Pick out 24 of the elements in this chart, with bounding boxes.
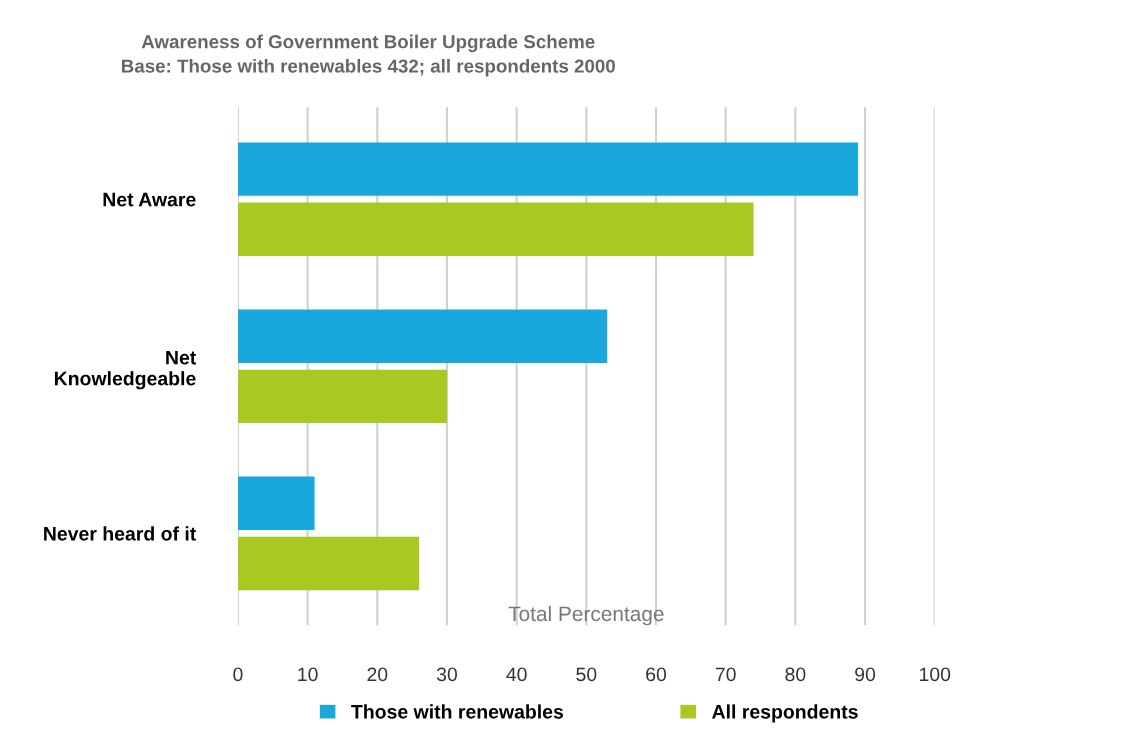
- x-tick-label: 60: [646, 667, 667, 682]
- x-tick-label: 50: [576, 667, 597, 682]
- chart-title: Awareness of Government Boiler Upgrade Scheme Base: Those with renewables 432; all respondents 2000: [122, 34, 615, 77]
- x-tick-label: 70: [715, 667, 736, 682]
- x-tick-label: 0: [233, 667, 243, 682]
- y-tick-label: Never heard of it: [44, 526, 197, 541]
- x-tick-label: 40: [506, 667, 527, 682]
- bar: [237, 476, 315, 531]
- y-tick-label: Net Knowledgeable: [54, 350, 197, 390]
- x-tick-label: 30: [436, 667, 458, 682]
- x-tick-label: 10: [298, 667, 318, 682]
- bar: [237, 309, 608, 363]
- legend-label: Those with renewables: [351, 704, 564, 719]
- x-axis-title: Total Percentage: [508, 605, 664, 626]
- bar: [237, 142, 859, 196]
- bar: [237, 202, 754, 257]
- x-tick-label: 90: [855, 667, 876, 682]
- y-tick-label: Net Aware: [103, 192, 196, 207]
- x-tick-label: 80: [785, 667, 806, 682]
- legend-label: All respondents: [712, 704, 858, 723]
- x-tick-label: 100: [919, 667, 951, 682]
- x-tick-label: 20: [367, 667, 388, 682]
- bar: [237, 369, 447, 424]
- bar: [237, 536, 420, 591]
